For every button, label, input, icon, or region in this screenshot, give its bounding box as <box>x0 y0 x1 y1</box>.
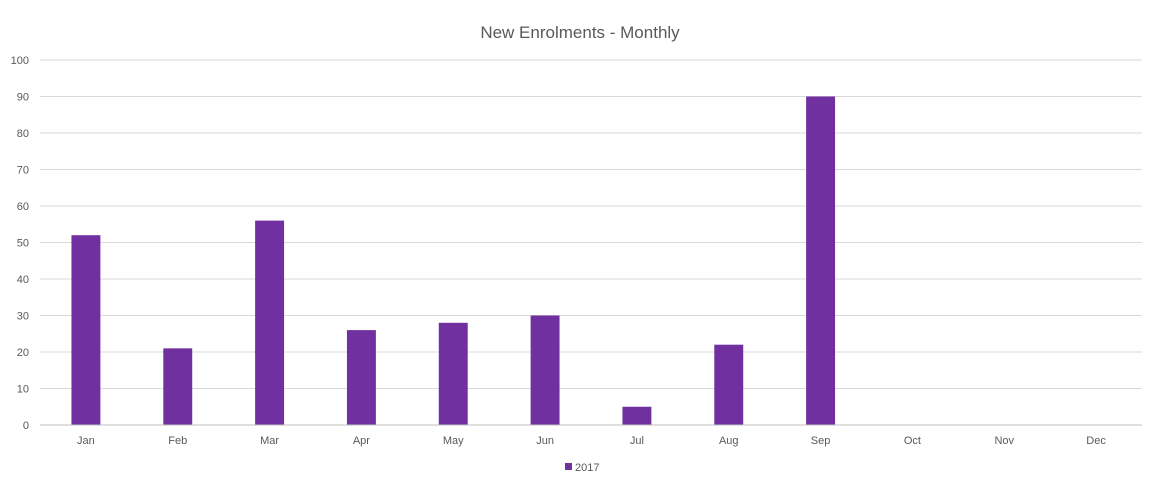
y-tick-label: 20 <box>17 347 29 359</box>
legend-label-2017: 2017 <box>575 462 599 474</box>
x-tick-label-mar: Mar <box>260 435 279 447</box>
bar-jul <box>622 406 652 425</box>
y-tick-label: 40 <box>17 274 29 286</box>
y-tick-label: 70 <box>17 165 29 177</box>
bar-feb <box>163 348 193 425</box>
bar-sep <box>806 96 836 425</box>
x-tick-label-sep: Sep <box>811 435 831 447</box>
legend: 2017 <box>565 462 599 474</box>
y-tick-label: 10 <box>17 384 29 396</box>
bar-jan <box>71 235 101 425</box>
y-tick-label: 0 <box>23 420 29 432</box>
bar-may <box>438 322 468 425</box>
bar-mar <box>255 220 285 425</box>
gridlines <box>40 59 1142 389</box>
x-axis-tick-labels: Jan Feb Mar Apr May Jun Jul Aug Sep Oct Nov Dec <box>77 435 1106 447</box>
x-tick-label-jan: Jan <box>77 435 95 447</box>
bar-apr <box>346 330 376 425</box>
x-tick-label-feb: Feb <box>168 435 187 447</box>
x-tick-label-oct: Oct <box>904 435 921 447</box>
y-tick-label: 80 <box>17 128 29 140</box>
x-tick-label-aug: Aug <box>719 435 739 447</box>
y-tick-label: 100 <box>11 55 29 67</box>
chart-title: New Enrolments - Monthly <box>480 23 680 42</box>
x-tick-label-may: May <box>443 435 464 447</box>
x-tick-label-apr: Apr <box>353 435 370 447</box>
y-tick-label: 60 <box>17 201 29 213</box>
x-tick-label-jun: Jun <box>536 435 554 447</box>
x-tick-label-jul: Jul <box>630 435 644 447</box>
x-tick-label-dec: Dec <box>1086 435 1106 447</box>
y-tick-label: 50 <box>17 238 29 250</box>
legend-swatch-2017 <box>565 463 572 470</box>
x-tick-label-nov: Nov <box>994 435 1014 447</box>
y-tick-label: 30 <box>17 311 29 323</box>
y-axis-tick-labels: 0 10 20 30 40 50 60 70 80 90 100 <box>11 55 29 432</box>
bars <box>71 96 836 425</box>
bar-aug <box>714 344 744 425</box>
bar-jun <box>530 315 560 425</box>
y-tick-label: 90 <box>17 92 29 104</box>
